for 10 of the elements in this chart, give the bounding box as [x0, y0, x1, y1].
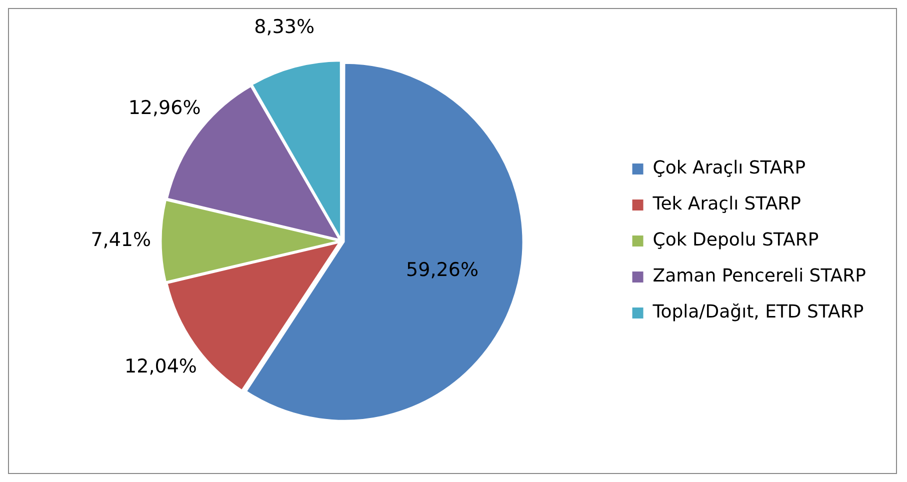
data-label: 59,26% — [406, 259, 478, 282]
legend-label: Zaman Pencereli STARP — [652, 266, 866, 287]
legend-label: Çok Depolu STARP — [652, 230, 819, 251]
legend-label: Tek Araçlı STARP — [652, 194, 802, 215]
data-label: 7,41% — [90, 228, 152, 251]
data-label: 12,96% — [128, 97, 201, 120]
data-label: 12,04% — [124, 355, 197, 378]
data-label: 8,33% — [254, 16, 315, 38]
legend-label: Topla/Dağıt, ETD STARP — [652, 302, 864, 323]
legend-label: Çok Araçlı STARP — [652, 158, 806, 179]
